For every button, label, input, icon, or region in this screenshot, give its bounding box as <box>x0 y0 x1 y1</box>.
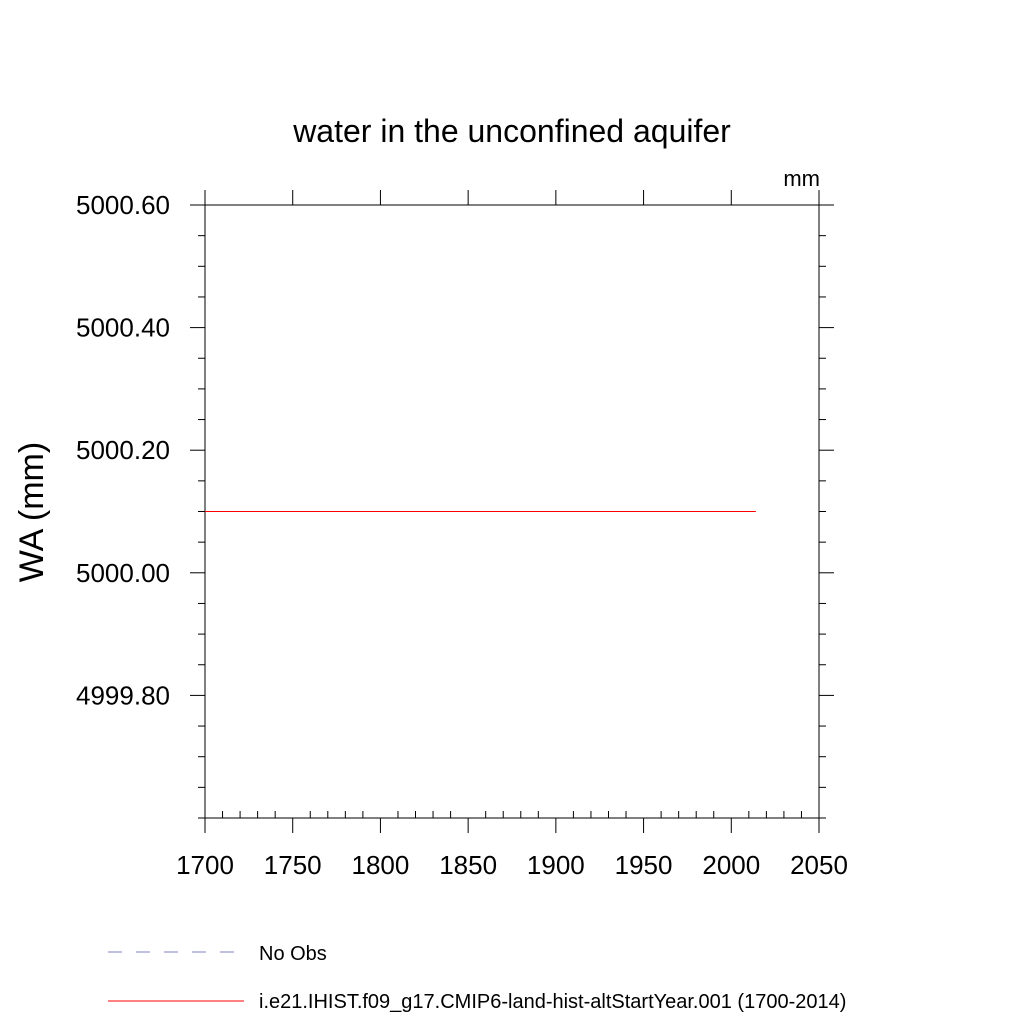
x-tick-label: 1950 <box>615 850 673 880</box>
x-tick-label: 1900 <box>527 850 585 880</box>
y-tick-label: 5000.00 <box>76 558 170 588</box>
y-tick-label: 5000.40 <box>76 313 170 343</box>
y-tick-labels: 4999.80 5000.00 5000.20 5000.40 5000.60 <box>76 190 170 710</box>
y-tick-label: 5000.60 <box>76 190 170 220</box>
major-ticks <box>190 190 834 833</box>
legend-label-model-run: i.e21.IHIST.f09_g17.CMIP6-land-hist-altS… <box>259 991 846 1013</box>
minor-ticks <box>198 235 826 819</box>
x-tick-labels: 1700 1750 1800 1850 1900 1950 2000 2050 <box>176 850 848 880</box>
x-tick-label: 1800 <box>352 850 410 880</box>
x-tick-label: 1700 <box>176 850 234 880</box>
y-tick-label: 5000.20 <box>76 435 170 465</box>
units-label: mm <box>783 166 820 191</box>
legend: No Obs i.e21.IHIST.f09_g17.CMIP6-land-hi… <box>108 943 846 1013</box>
x-tick-label: 1750 <box>264 850 322 880</box>
x-tick-label: 2050 <box>790 850 848 880</box>
x-tick-label: 1850 <box>439 850 497 880</box>
x-tick-label: 2000 <box>702 850 760 880</box>
legend-label-no-obs: No Obs <box>259 943 327 965</box>
y-tick-label: 4999.80 <box>76 680 170 710</box>
chart-title: water in the unconfined aquifer <box>292 113 731 149</box>
y-axis-label: WA (mm) <box>13 442 51 582</box>
